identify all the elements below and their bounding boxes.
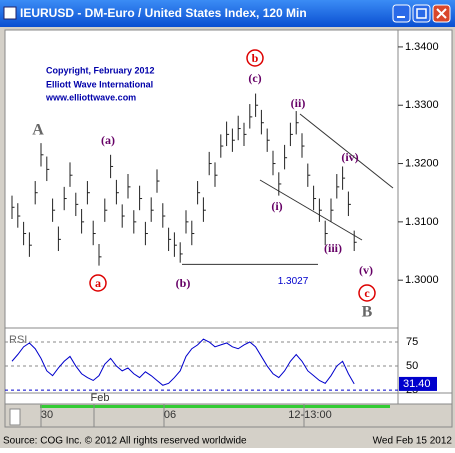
y-tick-label: 1.3000 [405, 274, 439, 286]
wave-label: a [95, 276, 101, 290]
copyright: www.elliottwave.com [45, 92, 136, 102]
level-label: 1.3027 [278, 276, 309, 287]
wave-label: B [362, 304, 373, 321]
wave-label: (a) [101, 133, 115, 147]
y-tick-label: 1.3100 [405, 216, 439, 228]
y-tick-label: 1.3300 [405, 99, 439, 111]
x-tick-label: 30 [41, 409, 53, 421]
minimize[interactable] [392, 4, 411, 23]
maximize[interactable] [412, 4, 431, 23]
rsi-value-box [399, 376, 437, 391]
rsi-tick-label: 50 [406, 360, 418, 372]
footer-source: Source: COG Inc. © 2012 All rights reser… [3, 436, 247, 447]
x-tick-label: 06 [164, 409, 176, 421]
wave-label: c [364, 286, 370, 300]
time-axis [4, 403, 453, 428]
window-title: IEURUSD - DM-Euro / United States Index,… [20, 6, 307, 20]
rsi-line [11, 338, 355, 386]
window-buttons [392, 4, 451, 23]
scroll-strip [40, 405, 390, 408]
x-tick-label: 12-13:00 [288, 409, 331, 421]
title-bar [0, 0, 455, 27]
chart-area [4, 29, 453, 428]
wave-label: A [32, 122, 44, 139]
rsi-name: RSI [9, 334, 27, 346]
trend-line [299, 113, 394, 189]
y-tick-label: 1.3400 [405, 41, 439, 53]
scroll-thumb[interactable] [9, 408, 21, 426]
wave-circle [89, 274, 107, 292]
wave-label: (v) [359, 263, 373, 277]
wave-label: b [252, 51, 259, 65]
app-icon [3, 6, 17, 20]
wave-label: (iv) [341, 150, 358, 164]
copyright: Elliott Wave International [46, 79, 153, 89]
copyright: Copyright, February 2012 [46, 65, 155, 75]
wave-label: (iii) [324, 241, 342, 255]
wave-circle [246, 49, 264, 67]
y-tick-label: 1.3200 [405, 157, 439, 169]
trend-line [259, 179, 363, 241]
wave-label: (b) [176, 276, 191, 290]
wave-label: (i) [271, 199, 282, 213]
wave-label: (c) [248, 71, 261, 85]
footer-date: Wed Feb 15 2012 [373, 436, 453, 447]
x-tick-label: Feb [91, 392, 110, 404]
wave-label: (ii) [291, 96, 306, 110]
rsi-value-label: 31.40 [403, 378, 431, 390]
wave-circle [358, 284, 376, 302]
rsi-tick-label: 75 [406, 336, 418, 348]
